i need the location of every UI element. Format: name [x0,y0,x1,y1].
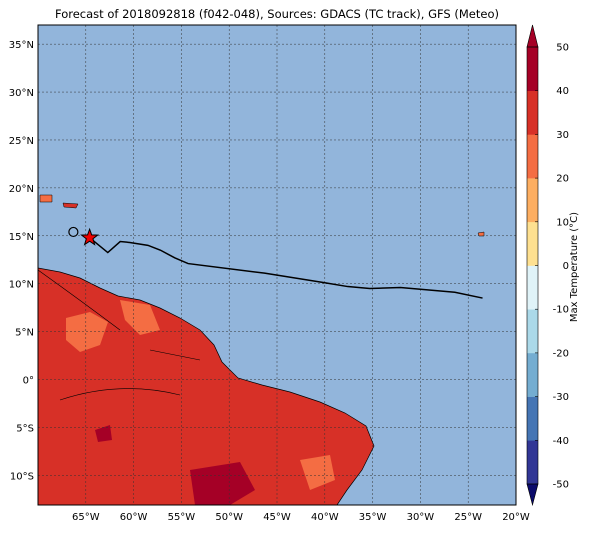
island [39,194,53,203]
x-tick-label: 40°W [311,512,339,523]
track-start [68,226,79,238]
x-tick-label: 45°W [263,512,291,523]
hot-patch [190,462,255,505]
colorbar-tick-label: -30 [553,392,569,403]
y-tick-label: 25°N [9,136,34,147]
y-tick-label: 30°N [9,88,34,99]
hot-patch [95,425,112,442]
colorbar-bin [527,352,538,397]
colorbar-bin [527,221,538,266]
colorbar-tick-label: 0 [563,261,569,272]
x-tick-label: 55°W [168,512,196,523]
x-tick-label: 35°W [359,512,387,523]
warm-patch [66,312,108,352]
warm-patch [120,300,160,335]
colorbar-bin [527,90,538,135]
map-title: Forecast of 2018092818 (f042-048), Sourc… [55,7,499,21]
colorbar-bin [527,134,538,179]
y-tick-label: 10°S [10,471,34,482]
colorbar-tick-label: 40 [556,86,569,97]
x-tick-label: 50°W [215,512,243,523]
x-tick-label: 30°W [407,512,435,523]
colorbar-tick-label: -50 [553,480,569,491]
current-position [80,227,100,246]
island [477,231,485,237]
land [38,194,485,505]
y-tick-label: 15°N [9,232,34,243]
cyclone-track [89,237,483,299]
y-tick-label: 5°N [15,328,34,339]
colorbar-bin [527,440,538,485]
colorbar-bin [527,265,538,310]
colorbar-label: Max Temperature (°C) [569,212,580,322]
warm-patch [300,455,335,490]
colorbar-bin [527,396,538,441]
colorbar-tick-label: -10 [553,305,569,316]
colorbar-tick-label: -40 [553,436,569,447]
colorbar-tick-label: 20 [556,174,569,185]
colorbar-tick-label: 10 [556,217,569,228]
colorbar-bin [527,309,538,354]
y-tick-label: 10°N [9,280,34,291]
y-tick-label: 20°N [9,184,34,195]
colorbar-bin [527,47,538,91]
y-tick-label: 0° [23,375,34,386]
colorbar-min-arrow [526,483,539,507]
south-america [38,267,375,505]
x-tick-label: 20°W [502,512,530,523]
colorbar-max-arrow [526,24,539,48]
colorbar-tick-label: 50 [556,43,569,54]
x-tick-label: 65°W [72,512,100,523]
colorbar-tick-label: 30 [556,130,569,141]
x-tick-label: 60°W [120,512,148,523]
borders [38,269,201,401]
colorbar-tick-label: -20 [553,348,569,359]
map-frame [37,24,517,506]
colorbar-bin [527,178,538,223]
y-tick-label: 35°N [9,40,34,51]
x-tick-label: 25°W [454,512,482,523]
y-tick-label: 5°S [16,423,34,434]
island [62,202,79,209]
